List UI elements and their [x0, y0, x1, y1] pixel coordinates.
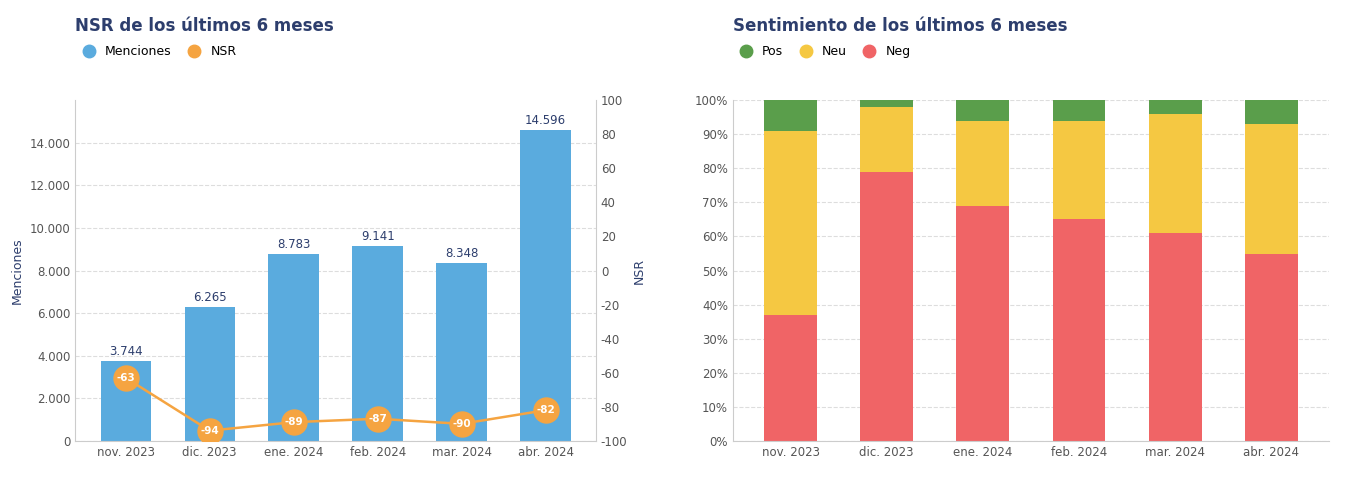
Bar [1052, 100, 1106, 121]
Bar [352, 246, 403, 441]
Bar [1245, 100, 1297, 124]
Bar [764, 131, 817, 315]
Text: -94: -94 [200, 426, 219, 436]
Legend: Pos, Neu, Neg: Pos, Neu, Neg [733, 45, 911, 58]
Text: -87: -87 [369, 414, 388, 424]
Bar [1148, 114, 1201, 233]
Bar [764, 100, 817, 131]
Bar [764, 315, 817, 441]
Bar [956, 121, 1010, 206]
Bar [1245, 254, 1297, 441]
Bar [860, 107, 914, 172]
Text: Sentimiento de los últimos 6 meses: Sentimiento de los últimos 6 meses [733, 17, 1067, 35]
Bar [860, 172, 914, 441]
Text: NSR de los últimos 6 meses: NSR de los últimos 6 meses [75, 17, 334, 35]
Text: 6.265: 6.265 [193, 291, 226, 304]
Text: -82: -82 [536, 405, 555, 415]
Bar [269, 254, 319, 441]
Bar [100, 361, 151, 441]
Bar [1052, 121, 1106, 219]
Bar [1052, 219, 1106, 441]
Text: 8.348: 8.348 [445, 247, 478, 260]
Bar [437, 263, 486, 441]
Bar [1148, 100, 1201, 114]
Text: 14.596: 14.596 [525, 114, 566, 127]
Bar [1148, 233, 1201, 441]
Text: -90: -90 [452, 419, 471, 429]
Text: 9.141: 9.141 [360, 230, 395, 243]
Bar [956, 206, 1010, 441]
Y-axis label: NSR: NSR [633, 258, 647, 284]
Legend: Menciones, NSR: Menciones, NSR [77, 45, 237, 58]
Bar [956, 100, 1010, 121]
Text: 8.783: 8.783 [277, 237, 311, 250]
Text: -89: -89 [285, 417, 303, 427]
Text: 3.744: 3.744 [110, 345, 142, 358]
Bar [521, 130, 571, 441]
Bar [185, 308, 234, 441]
Y-axis label: Menciones: Menciones [11, 237, 25, 304]
Bar [860, 100, 914, 107]
Bar [1245, 124, 1297, 254]
Text: -63: -63 [116, 373, 136, 383]
